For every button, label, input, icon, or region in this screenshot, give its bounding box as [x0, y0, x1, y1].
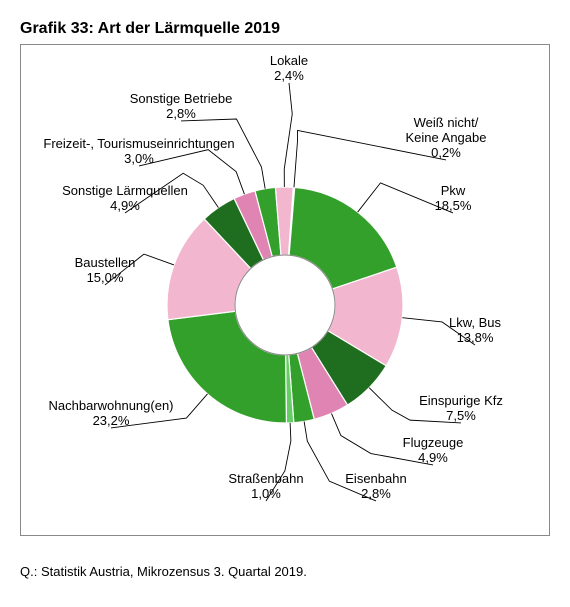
chart-title: Grafik 33: Art der Lärmquelle 2019 [20, 20, 550, 38]
slice-label: Freizeit-, Tourismuseinrichtungen3,0% [43, 136, 234, 166]
chart-frame: Weiß nicht/Keine Angabe0,2% Pkw18,5% Lkw, … [20, 44, 550, 536]
chart-source: Q.: Statistik Austria, Mikrozensus 3. Qu… [20, 564, 550, 579]
slice-label: Sonstige Betriebe2,8% [130, 91, 233, 121]
donut-chart: Weiß nicht/Keine Angabe0,2% Pkw18,5% Lkw, … [21, 45, 549, 535]
slice-label: Lkw, Bus13,8% [449, 315, 502, 345]
slice-label: Eisenbahn2,8% [345, 471, 406, 501]
slice-label: Flugzeuge4,9% [403, 435, 464, 465]
slice-label: Baustellen15,0% [75, 255, 136, 285]
slice-label: Lokale2,4% [270, 53, 308, 83]
donut-hole [235, 255, 335, 355]
slice-label: Pkw18,5% [435, 183, 472, 213]
slice-label: Weiß nicht/Keine Angabe0,2% [406, 115, 487, 160]
slice-label: Sonstige Lärmquellen4,9% [62, 183, 188, 213]
slice-label: Straßenbahn1,0% [228, 471, 303, 501]
chart-container: Grafik 33: Art der Lärmquelle 2019 Weiß … [20, 20, 550, 579]
leader-line [284, 83, 292, 187]
leader-line [181, 119, 265, 189]
slice-label: Einspurige Kfz7,5% [419, 393, 503, 423]
slice-label: Nachbarwohnung(en)23,2% [48, 398, 173, 428]
